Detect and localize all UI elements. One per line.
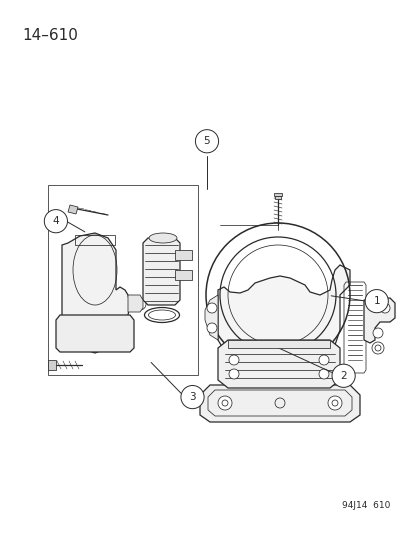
Polygon shape (218, 265, 349, 372)
Circle shape (180, 385, 204, 409)
Polygon shape (199, 385, 359, 422)
Circle shape (372, 328, 382, 338)
Circle shape (218, 396, 231, 410)
Text: 5: 5 (203, 136, 210, 146)
Polygon shape (363, 298, 394, 343)
Polygon shape (48, 360, 56, 370)
Polygon shape (56, 315, 134, 352)
Text: 14–610: 14–610 (22, 28, 78, 43)
Circle shape (228, 369, 238, 379)
Circle shape (364, 289, 387, 313)
Circle shape (206, 303, 216, 313)
Circle shape (44, 209, 67, 233)
Polygon shape (128, 295, 142, 312)
Polygon shape (274, 196, 280, 199)
Circle shape (318, 369, 328, 379)
Text: 1: 1 (373, 296, 379, 306)
Circle shape (134, 298, 146, 310)
Polygon shape (142, 238, 180, 305)
Polygon shape (204, 295, 218, 340)
Polygon shape (62, 233, 130, 353)
Circle shape (206, 323, 216, 333)
Ellipse shape (149, 233, 177, 243)
Polygon shape (218, 340, 339, 388)
Text: 2: 2 (339, 371, 346, 381)
Polygon shape (68, 205, 78, 214)
Polygon shape (228, 340, 329, 348)
Polygon shape (273, 193, 281, 196)
Text: 94J14  610: 94J14 610 (341, 501, 389, 510)
Circle shape (331, 364, 354, 387)
Circle shape (195, 130, 218, 153)
Circle shape (327, 396, 341, 410)
Circle shape (112, 326, 128, 342)
Polygon shape (175, 250, 192, 260)
Circle shape (62, 326, 78, 342)
Circle shape (379, 303, 389, 313)
Circle shape (318, 355, 328, 365)
Circle shape (228, 355, 238, 365)
Text: 3: 3 (189, 392, 195, 402)
Text: 4: 4 (52, 216, 59, 226)
Polygon shape (175, 270, 192, 280)
